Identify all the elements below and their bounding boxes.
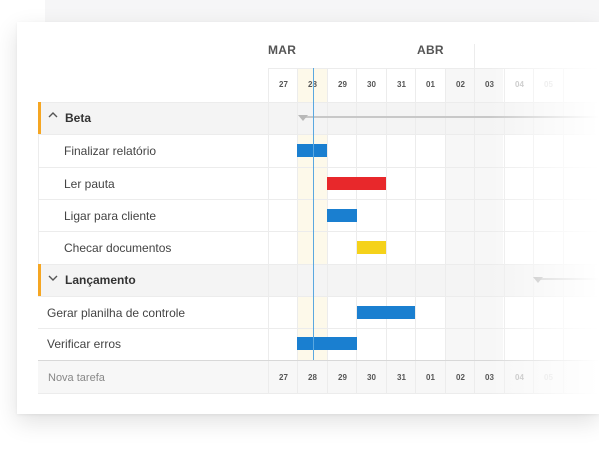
group-row[interactable]: [38, 102, 599, 134]
row-divider: [38, 328, 599, 329]
day-footer: 31: [397, 373, 406, 382]
task-bar[interactable]: [357, 306, 415, 319]
new-task-input[interactable]: Nova tarefa: [48, 372, 105, 384]
day-footer: 01: [426, 373, 435, 382]
day-header: 29: [338, 80, 347, 89]
task-label[interactable]: Ler pauta: [64, 177, 115, 191]
chevron-up-icon[interactable]: [48, 110, 58, 123]
day-footer: 03: [485, 373, 494, 382]
today-marker: [313, 68, 314, 360]
day-footer: 27: [279, 373, 288, 382]
day-header: 02: [456, 80, 465, 89]
caret-down-icon: [533, 277, 543, 283]
grid-column: [386, 68, 387, 393]
caret-down-icon: [298, 115, 308, 121]
grid-column: [474, 68, 475, 393]
summary-bar: [537, 278, 599, 280]
day-header: 28: [298, 80, 327, 89]
task-bar[interactable]: [297, 144, 327, 157]
row-divider: [38, 296, 599, 297]
day-header: 03: [485, 80, 494, 89]
task-bar[interactable]: [327, 209, 357, 222]
group-label[interactable]: Lançamento: [65, 273, 136, 287]
task-bar[interactable]: [357, 241, 386, 254]
row-divider: [38, 199, 599, 200]
day-header: 27: [279, 80, 288, 89]
row-divider: [38, 393, 599, 394]
group-accent: [38, 102, 41, 134]
task-label[interactable]: Ligar para cliente: [64, 209, 157, 223]
task-label[interactable]: Checar documentos: [64, 241, 172, 255]
row-divider: [268, 68, 599, 69]
group-label[interactable]: Beta: [65, 111, 92, 125]
month-divider: [474, 44, 475, 68]
row-divider: [38, 231, 599, 232]
summary-bar: [302, 116, 599, 118]
grid-column: [268, 68, 269, 393]
row-divider: [38, 167, 599, 168]
chevron-down-icon[interactable]: [48, 273, 58, 286]
grid-column: [297, 68, 298, 393]
task-bar[interactable]: [297, 337, 357, 350]
grid-column: [356, 68, 357, 393]
month-label: MAR: [268, 43, 297, 57]
day-header: 31: [397, 80, 406, 89]
task-bar[interactable]: [327, 177, 386, 190]
day-footer: 30: [367, 373, 376, 382]
month-label: ABR: [417, 43, 444, 57]
day-header: 04: [515, 80, 524, 89]
grid-column: [327, 68, 328, 393]
gantt-panel: MAR ABR 27 28 29 30 31 01 02 03 04 05 27…: [17, 22, 599, 414]
row-divider: [38, 102, 599, 103]
group-accent: [38, 264, 41, 296]
row-divider: [38, 134, 599, 135]
day-footer: 04: [515, 373, 524, 382]
grid-column: [445, 68, 446, 393]
task-label[interactable]: Verificar erros: [47, 337, 122, 351]
row-divider: [38, 360, 599, 361]
day-header: 01: [426, 80, 435, 89]
day-footer: 28: [308, 373, 317, 382]
background-panel: [45, 0, 599, 22]
day-header: 05: [544, 80, 553, 89]
task-label[interactable]: Gerar planilha de controle: [47, 306, 186, 320]
grid-column: [415, 68, 416, 393]
day-footer: 02: [456, 373, 465, 382]
task-label[interactable]: Finalizar relatório: [64, 144, 157, 158]
day-footer: 05: [544, 373, 553, 382]
row-divider: [38, 264, 599, 265]
day-footer: 29: [338, 373, 347, 382]
day-header: 30: [367, 80, 376, 89]
